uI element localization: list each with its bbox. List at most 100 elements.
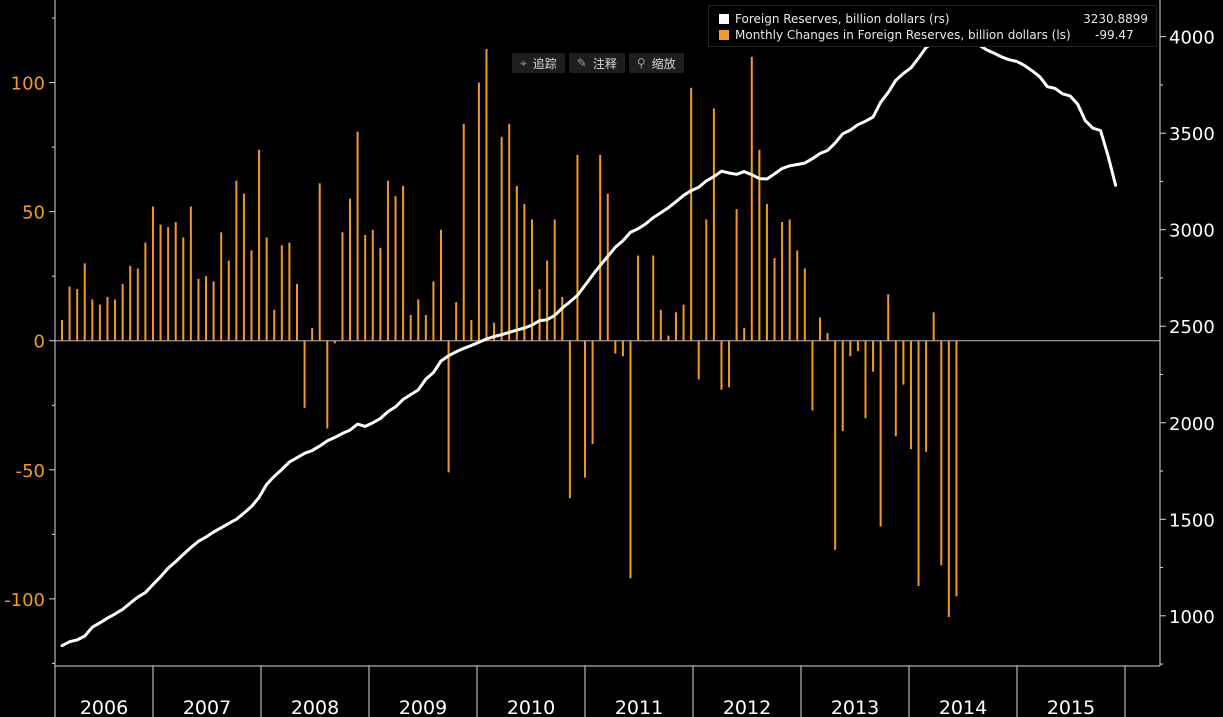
bar — [864, 340, 867, 419]
right-tick-label: 1000 — [1169, 607, 1215, 628]
right-tick-label: 2500 — [1169, 317, 1215, 338]
x-tick-label: 2011 — [615, 697, 663, 717]
bar — [379, 247, 382, 341]
bar — [356, 131, 359, 341]
crosshair-icon: ⌖ — [520, 55, 527, 70]
x-tick-label: 2008 — [291, 697, 339, 717]
bar — [477, 82, 480, 341]
bar — [250, 250, 253, 341]
right-tick-label: 3500 — [1169, 124, 1215, 145]
zoom-label: 缩放 — [651, 56, 676, 71]
bar — [697, 340, 700, 380]
bar — [629, 340, 632, 579]
bar — [265, 237, 268, 341]
bar — [227, 260, 230, 341]
bar — [386, 180, 389, 341]
bar — [674, 312, 677, 341]
bar — [591, 340, 594, 444]
bar — [887, 294, 890, 341]
bar — [447, 340, 450, 473]
bar — [364, 234, 367, 341]
bar — [318, 183, 321, 341]
bar — [925, 340, 928, 452]
legend-value-reserves: 3230.8899 — [1083, 12, 1148, 26]
bar — [803, 268, 806, 341]
bar — [295, 283, 298, 341]
bar — [159, 224, 162, 341]
bar — [728, 340, 731, 388]
bar — [424, 314, 427, 341]
bar — [432, 281, 435, 341]
bar — [841, 340, 844, 432]
left-tick-label: 100 — [11, 74, 45, 95]
bar — [765, 203, 768, 341]
bar — [682, 304, 685, 341]
bar — [349, 198, 352, 341]
bar — [402, 185, 405, 341]
bar — [197, 278, 200, 341]
bar — [68, 286, 71, 341]
bar — [576, 154, 579, 341]
bar — [333, 340, 336, 344]
legend-label-monthly-changes: Monthly Changes in Foreign Reserves, bil… — [735, 28, 1071, 42]
bar — [856, 340, 859, 352]
bar — [546, 260, 549, 341]
annotate-label: 注释 — [592, 56, 617, 71]
bar — [735, 209, 738, 341]
bar — [614, 340, 617, 354]
x-tick-label: 2009 — [399, 697, 447, 717]
left-tick-label: -100 — [4, 590, 45, 611]
left-tick-label: -50 — [16, 461, 45, 482]
bar — [485, 49, 488, 341]
x-tick-label: 2015 — [1047, 697, 1095, 717]
bar — [796, 250, 799, 341]
bar — [621, 340, 624, 357]
bar — [879, 340, 882, 527]
bar — [553, 219, 556, 341]
annotate-button[interactable]: ✎ 注释 — [568, 53, 625, 73]
bar — [311, 327, 314, 341]
bar — [114, 299, 117, 341]
bar — [743, 327, 746, 341]
bar — [909, 340, 912, 450]
bar — [167, 227, 170, 341]
bar — [872, 340, 875, 372]
bar — [932, 312, 935, 341]
right-tick-label: 4000 — [1169, 28, 1215, 49]
bar — [76, 289, 79, 341]
bar — [515, 185, 518, 341]
left-tick-label: 0 — [34, 332, 45, 353]
bar — [750, 56, 753, 341]
bar — [834, 340, 837, 550]
x-tick-label: 2013 — [831, 697, 879, 717]
x-tick-label: 2014 — [939, 697, 987, 717]
chart-toolbar: ⌖ 追踪 ✎ 注释 ⚲ 缩放 — [512, 53, 684, 73]
legend: Foreign Reserves, billion dollars (rs) 3… — [708, 5, 1157, 47]
bar — [174, 222, 177, 341]
bar — [788, 219, 791, 341]
bar — [258, 149, 261, 341]
bar — [894, 340, 897, 437]
bar — [917, 340, 920, 586]
bar — [947, 340, 950, 617]
bar — [409, 314, 412, 341]
bar — [826, 333, 829, 341]
legend-swatch-monthly-changes — [719, 30, 729, 40]
track-button[interactable]: ⌖ 追踪 — [512, 53, 565, 73]
bar — [940, 340, 943, 566]
bar — [667, 335, 670, 341]
bar — [493, 322, 496, 341]
bar — [182, 237, 185, 341]
right-tick-label: 1500 — [1169, 510, 1215, 531]
bar — [273, 309, 276, 341]
bar — [288, 242, 291, 341]
bar — [151, 206, 154, 341]
bar — [371, 229, 374, 341]
zoom-button[interactable]: ⚲ 缩放 — [628, 53, 684, 73]
bar — [61, 320, 63, 341]
bar — [712, 108, 715, 341]
bar — [659, 309, 662, 341]
magnifier-icon: ⚲ — [636, 56, 646, 70]
